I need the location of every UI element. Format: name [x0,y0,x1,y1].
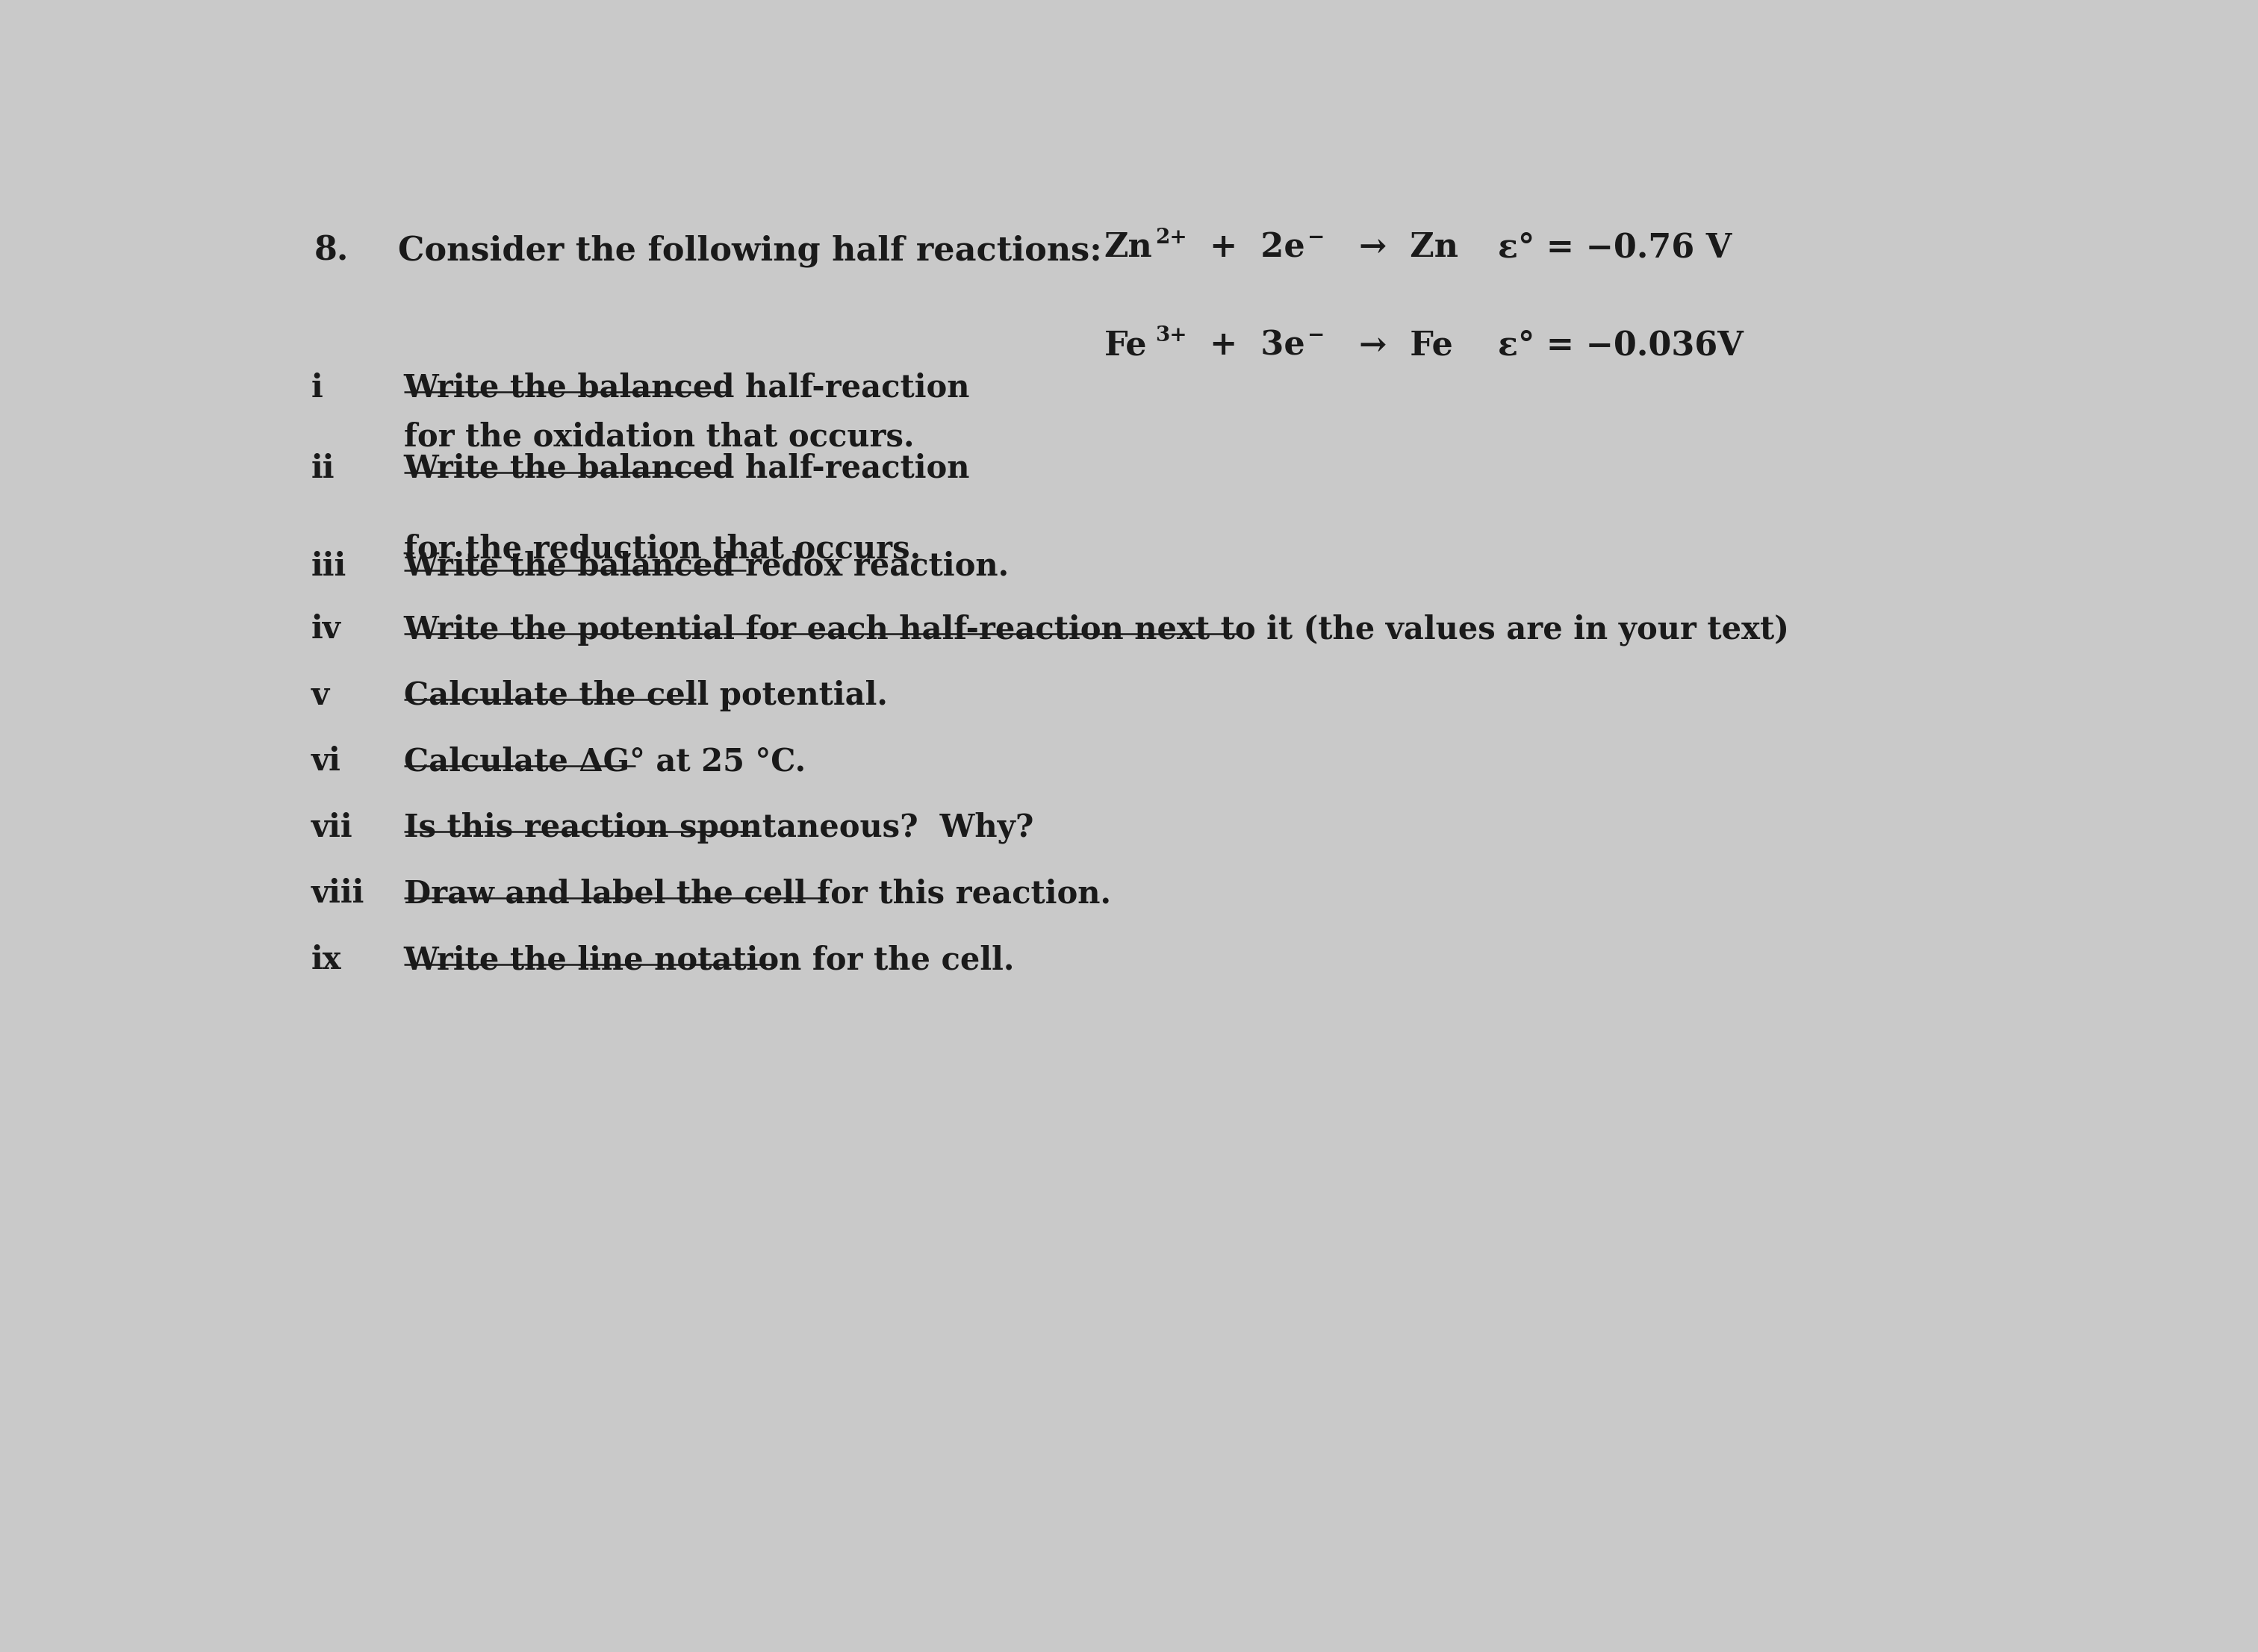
Text: iv: iv [312,615,341,646]
Text: ε° = −0.036V: ε° = −0.036V [1497,329,1743,362]
Text: ix: ix [312,945,341,976]
Text: Zn: Zn [1104,231,1152,264]
Text: Write the balanced half-reaction: Write the balanced half-reaction [404,453,971,484]
Text: for the oxidation that occurs.: for the oxidation that occurs. [404,421,914,453]
Text: i: i [312,372,323,403]
Text: for the reduction that occurs.: for the reduction that occurs. [404,534,921,565]
Text: v: v [312,681,330,712]
Text: +  2e: + 2e [1185,231,1305,264]
Text: Write the potential for each half-reaction next to it (the values are in your te: Write the potential for each half-reacti… [404,615,1791,646]
Text: →  Zn: → Zn [1334,231,1459,264]
Text: ii: ii [312,453,334,484]
Text: +  3e: + 3e [1185,329,1305,362]
Text: Calculate ΔG° at 25 °C.: Calculate ΔG° at 25 °C. [404,747,806,778]
Text: Draw and label the cell for this reaction.: Draw and label the cell for this reactio… [404,879,1111,910]
Text: −: − [1307,228,1325,248]
Text: Calculate the cell potential.: Calculate the cell potential. [404,681,887,712]
Text: 3+: 3+ [1154,325,1188,345]
Text: Consider the following half reactions:: Consider the following half reactions: [397,235,1102,268]
Text: vii: vii [312,813,352,844]
Text: Write the balanced half-reaction: Write the balanced half-reaction [404,372,971,403]
Text: Write the balanced redox reaction.: Write the balanced redox reaction. [404,550,1009,582]
Text: 2+: 2+ [1154,228,1188,248]
Text: Write the line notation for the cell.: Write the line notation for the cell. [404,945,1014,976]
Text: ε° = −0.76 V: ε° = −0.76 V [1497,231,1732,264]
Text: vi: vi [312,747,341,778]
Text: →  Fe: → Fe [1334,329,1452,362]
Text: −: − [1307,325,1325,345]
Text: iii: iii [312,550,345,582]
Text: 8.: 8. [314,235,348,266]
Text: Fe: Fe [1104,329,1147,362]
Text: viii: viii [312,879,364,910]
Text: Is this reaction spontaneous?  Why?: Is this reaction spontaneous? Why? [404,813,1034,844]
